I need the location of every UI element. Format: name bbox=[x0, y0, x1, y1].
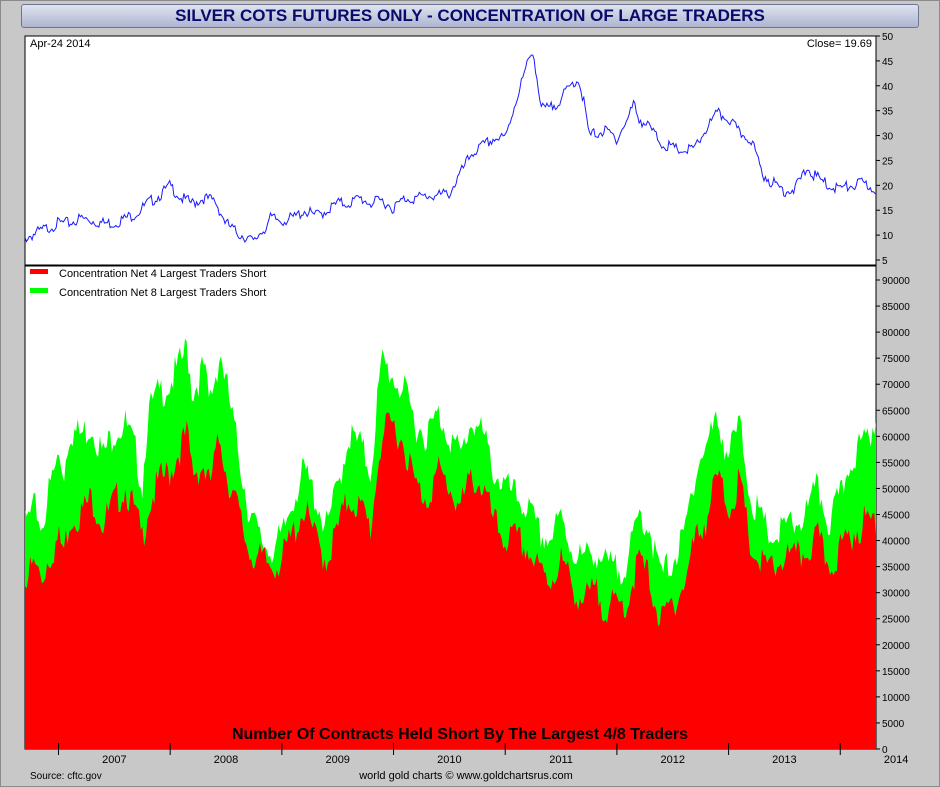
concentration-panel: 0 5000 10000 15000 20000 25000 30000 35000 40000… bbox=[25, 276, 910, 756]
price-series-line bbox=[24, 54, 877, 243]
price-y-tick-label: 15 bbox=[882, 206, 894, 217]
contracts-y-tick-label: 40000 bbox=[882, 537, 910, 548]
price-y-tick-label: 40 bbox=[882, 82, 894, 93]
price-y-tick-label: 25 bbox=[882, 156, 894, 167]
legend-label-net8: Concentration Net 8 Largest Traders Shor… bbox=[59, 287, 266, 299]
contracts-y-tick-label: 15000 bbox=[882, 667, 910, 678]
x-year-label: 2011 bbox=[549, 754, 573, 766]
contracts-y-tick-label: 5000 bbox=[882, 719, 905, 730]
contracts-y-tick-label: 80000 bbox=[882, 328, 910, 339]
price-y-tick-label: 30 bbox=[882, 132, 894, 143]
source-label: Source: cftc.gov bbox=[30, 771, 102, 782]
price-y-tick-label: 50 bbox=[882, 32, 894, 43]
close-label: Close= 19.69 bbox=[807, 38, 872, 50]
price-y-tick-label: 20 bbox=[882, 181, 894, 192]
contracts-y-tick-label: 0 bbox=[882, 745, 888, 756]
area-series-net4 bbox=[25, 412, 876, 749]
price-y-tick-label: 10 bbox=[882, 231, 894, 242]
x-year-label: 2014 bbox=[884, 754, 908, 766]
contracts-y-tick-label: 65000 bbox=[882, 406, 910, 417]
contracts-y-tick-label: 50000 bbox=[882, 484, 910, 495]
x-year-label: 2010 bbox=[437, 754, 461, 766]
legend-label-net4: Concentration Net 4 Largest Traders Shor… bbox=[59, 268, 266, 280]
x-year-label: 2013 bbox=[772, 754, 796, 766]
price-y-tick-label: 5 bbox=[882, 256, 888, 267]
chart-title: SILVER COTS FUTURES ONLY - CONCENTRATION… bbox=[21, 4, 919, 28]
x-year-label: 2007 bbox=[102, 754, 126, 766]
contracts-y-tick-label: 35000 bbox=[882, 563, 910, 574]
x-year-label: 2009 bbox=[325, 754, 349, 766]
price-y-tick-label: 45 bbox=[882, 57, 894, 68]
contracts-y-tick-label: 60000 bbox=[882, 432, 910, 443]
date-label: Apr-24 2014 bbox=[30, 38, 91, 50]
contracts-y-tick-label: 85000 bbox=[882, 302, 910, 313]
contracts-y-tick-label: 10000 bbox=[882, 693, 910, 704]
contracts-y-tick-label: 25000 bbox=[882, 615, 910, 626]
x-year-label: 2012 bbox=[661, 754, 685, 766]
contracts-y-tick-label: 75000 bbox=[882, 354, 910, 365]
price-y-tick-label: 35 bbox=[882, 107, 894, 118]
concentration-panel-title: Number Of Contracts Held Short By The La… bbox=[232, 726, 688, 743]
x-year-label: 2008 bbox=[214, 754, 238, 766]
contracts-y-tick-label: 90000 bbox=[882, 276, 910, 287]
credit-label: world gold charts © www.goldchartsrus.co… bbox=[358, 770, 573, 782]
contracts-y-tick-label: 70000 bbox=[882, 380, 910, 391]
contracts-y-tick-label: 20000 bbox=[882, 641, 910, 652]
legend-swatch-net8 bbox=[30, 288, 48, 293]
contracts-y-tick-label: 45000 bbox=[882, 511, 910, 522]
price-panel: 5 10 15 20 25 30 35 40 45 50 bbox=[24, 32, 894, 267]
contracts-y-tick-label: 55000 bbox=[882, 458, 910, 469]
contracts-y-tick-label: 30000 bbox=[882, 589, 910, 600]
legend-swatch-net4 bbox=[30, 269, 48, 274]
